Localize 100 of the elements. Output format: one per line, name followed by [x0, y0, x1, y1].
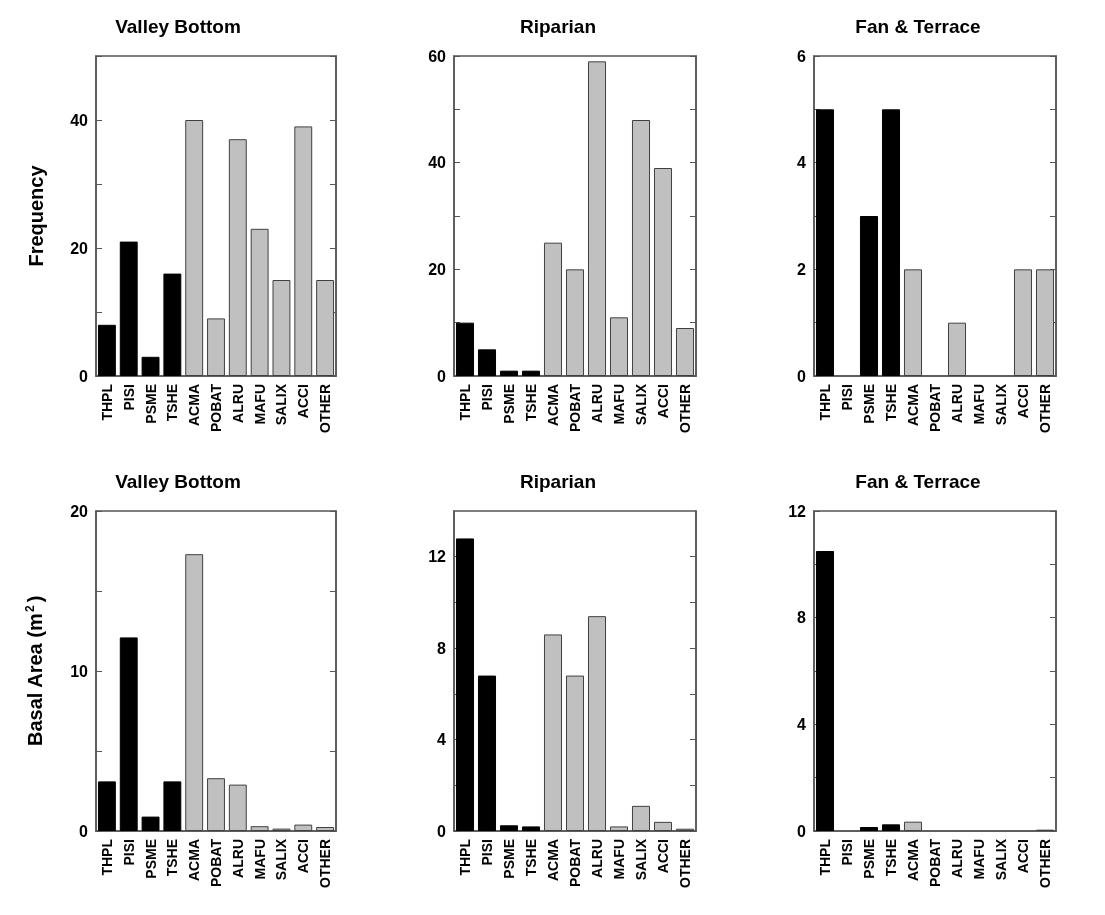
bar: [859, 827, 879, 831]
y-tick-label: 20: [428, 260, 447, 278]
x-tick-label: ACMA: [186, 839, 203, 881]
y-tick-label: 40: [428, 154, 447, 172]
x-tick-label: TSHE: [164, 384, 181, 422]
x-tick-label: PISI: [120, 839, 137, 866]
y-tick-label: 2: [797, 260, 807, 278]
x-tick-label: TSHE: [883, 384, 899, 422]
x-tick-label: MAFU: [251, 384, 268, 425]
bar: [881, 824, 901, 831]
bar: [815, 551, 835, 831]
x-tick-label: PISI: [479, 384, 495, 411]
chart-title: Riparian: [519, 16, 597, 37]
x-tick-label: ALRU: [589, 384, 605, 423]
x-tick-label: OTHER: [317, 839, 334, 888]
x-tick-label: THPL: [817, 838, 833, 876]
y-axis-title: Basal Area (m2): [23, 595, 46, 746]
bar: [499, 825, 519, 831]
x-tick-label: ALRU: [229, 839, 246, 878]
chart-title: Valley Bottom: [115, 471, 241, 492]
bar: [207, 318, 225, 376]
x-tick-label: SALIX: [273, 383, 290, 426]
x-tick-label: PISI: [479, 839, 495, 866]
x-tick-label: ACCI: [295, 839, 312, 874]
bar: [207, 778, 225, 831]
x-tick-label: SALIX: [633, 383, 649, 426]
x-tick-label: POBAT: [567, 838, 583, 887]
chart-title: Valley Bottom: [115, 16, 241, 37]
x-tick-label: SALIX: [273, 838, 290, 881]
bar: [587, 616, 607, 831]
x-tick-label: MAFU: [611, 839, 627, 880]
x-tick-label: MAFU: [971, 384, 987, 425]
y-tick-label: 4: [797, 154, 807, 172]
chart-title: Fan & Terrace: [855, 16, 981, 37]
bar: [631, 120, 651, 376]
x-tick-label: POBAT: [208, 838, 224, 887]
y-tick-label: 0: [797, 367, 807, 385]
x-tick-label: ACCI: [1015, 839, 1031, 874]
bar: [119, 637, 138, 831]
bar: [565, 675, 585, 831]
x-tick-label: ACMA: [905, 839, 921, 881]
x-tick-label: TSHE: [523, 384, 539, 422]
x-tick-label: OTHER: [1037, 384, 1053, 433]
bar: [609, 826, 629, 831]
bar: [455, 322, 475, 376]
bar: [543, 634, 563, 831]
bar: [477, 349, 497, 376]
chart-title: Fan & Terrace: [855, 471, 981, 492]
x-tick-label: ALRU: [949, 839, 965, 878]
bar: [163, 781, 182, 831]
x-tick-label: ACCI: [655, 384, 671, 419]
y-tick-label: 40: [70, 111, 89, 129]
x-tick-label: THPL: [457, 838, 473, 876]
bar: [609, 317, 629, 376]
bar: [250, 826, 269, 831]
bar: [881, 109, 901, 376]
x-tick-label: ALRU: [949, 384, 965, 423]
bar: [272, 280, 291, 376]
bar: [499, 370, 519, 376]
x-tick-label: PSME: [861, 384, 877, 424]
bar: [294, 126, 313, 376]
x-tick-label: PISI: [839, 384, 855, 411]
bar: [903, 269, 923, 376]
y-axis-title: Frequency: [25, 164, 47, 267]
y-tick-label: 0: [797, 822, 807, 840]
bar: [675, 328, 695, 376]
x-tick-label: ACMA: [545, 839, 561, 881]
bar: [119, 241, 138, 376]
bar: [1013, 269, 1033, 376]
x-tick-label: ACCI: [655, 839, 671, 874]
x-tick-label: POBAT: [927, 383, 943, 432]
x-tick-label: POBAT: [567, 383, 583, 432]
x-tick-label: ACCI: [295, 384, 312, 419]
x-tick-label: PSME: [142, 384, 159, 424]
bar: [316, 827, 335, 831]
y-tick-label: 4: [797, 715, 807, 733]
x-tick-label: OTHER: [677, 839, 693, 888]
bar: [587, 61, 607, 376]
bar: [543, 242, 563, 376]
y-tick-label: 10: [70, 662, 89, 680]
x-tick-label: PSME: [501, 384, 517, 424]
y-tick-label: 12: [428, 548, 447, 566]
x-tick-label: ALRU: [589, 839, 605, 878]
bar: [947, 322, 967, 376]
bar: [97, 781, 116, 831]
bar: [565, 269, 585, 376]
bar: [185, 554, 204, 831]
bar: [228, 139, 247, 376]
x-tick-label: PSME: [142, 839, 159, 879]
bar: [653, 168, 673, 376]
y-tick-label: 20: [70, 502, 89, 520]
x-tick-label: THPL: [98, 838, 115, 876]
bar: [903, 821, 923, 831]
x-tick-label: PSME: [501, 839, 517, 879]
y-tick-label: 8: [797, 609, 807, 627]
y-tick-label: 60: [428, 47, 447, 65]
x-tick-label: OTHER: [1037, 839, 1053, 888]
bar: [631, 805, 651, 831]
x-tick-label: ACMA: [186, 384, 203, 426]
bar: [228, 784, 247, 831]
